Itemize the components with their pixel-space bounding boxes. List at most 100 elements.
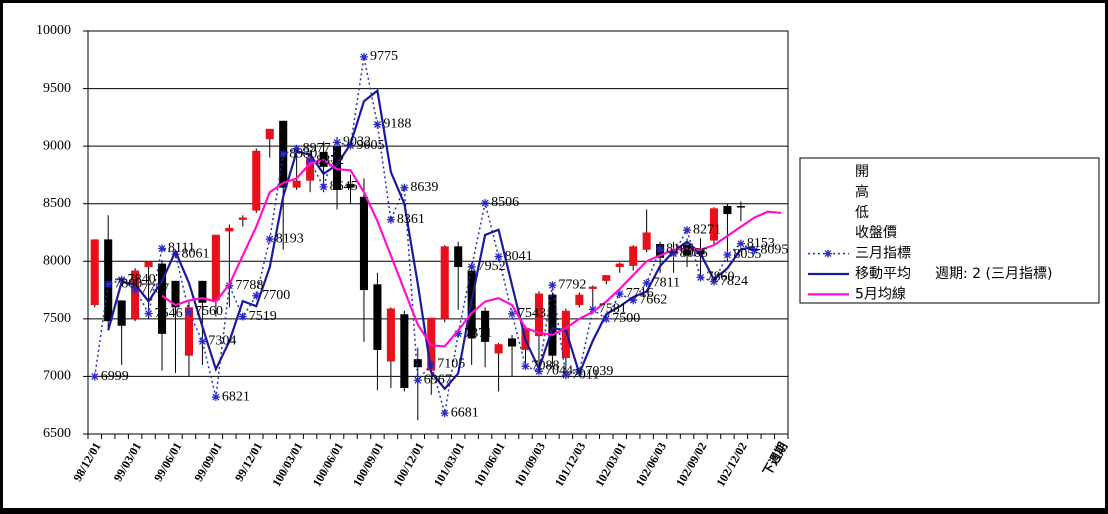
candle-body [144,261,153,268]
marker [548,281,557,290]
legend-label: 移動平均 [855,266,911,282]
x-tick-label: 101/12/03 [552,440,588,489]
marker [319,183,328,192]
x-tick-label: 99/09/01 [191,440,224,484]
legend-label: 高 [855,183,869,200]
data-label: 7700 [262,288,290,303]
legend-label: 5月均線 [855,286,906,302]
candle-body [454,246,463,268]
marks [90,52,782,421]
data-label: 8153 [747,236,775,251]
marker [736,239,745,248]
y-tick-label: 6500 [43,426,71,441]
marker [508,309,517,318]
marker [373,120,382,129]
marker [333,138,342,147]
marker [279,150,288,159]
candle-body [575,294,584,306]
data-label: 8055 [733,247,761,262]
data-label: 9032 [343,135,371,150]
data-label: 7800 [114,277,142,292]
data-label: 8095 [760,243,788,258]
marker [252,291,261,300]
data-label: 7039 [585,364,613,379]
data-label: 7500 [612,311,640,326]
marker [642,279,651,288]
grid [83,30,789,439]
marker [265,235,274,244]
data-label: 9005 [357,138,385,153]
marker [198,337,207,346]
data-label: 7105 [437,357,465,372]
candle-body [386,308,395,362]
candle-body [736,206,745,208]
marker [306,156,315,165]
y-tick-label: 10000 [36,23,71,38]
candle-body [359,196,368,291]
marker [467,262,476,271]
page: {"chart_data":{"type":"candlestick", "ca… [0,3,1108,514]
line [161,158,782,348]
y-tick-label: 7000 [43,369,71,384]
legend-label: 收盤價 [855,224,897,241]
data-label: 7860 [707,270,735,285]
marker [158,244,167,253]
candle-body [723,206,732,215]
legend-box [799,157,1100,304]
candle-body [211,234,220,301]
candle-body [413,359,422,368]
candle-body [602,275,611,281]
data-label: 8271 [693,222,721,237]
marker [750,246,759,255]
marker [90,372,99,381]
candle-body [238,217,247,220]
candle-body [131,270,140,319]
data-label: 7546 [155,306,183,321]
line [93,56,755,414]
marker [602,314,611,323]
data-label: 7543 [518,306,546,321]
marker [238,312,247,321]
data-label: 7088 [532,359,560,374]
marker [184,307,193,316]
x-tick-label: 100/09/01 [350,440,386,489]
data-label: 8977 [303,141,331,156]
data-label: 7840 [128,272,156,287]
candle-body [548,294,557,356]
marker [683,226,692,235]
marker [454,329,463,338]
data-label: 9188 [383,117,411,132]
x-tick-label: 102/06/03 [633,440,669,489]
marker [400,183,409,192]
data-label: 7519 [249,309,277,324]
candle-body [481,310,490,342]
x-tick-label: 99/03/01 [111,440,144,484]
legend-label: 開 [855,164,869,180]
data-label: 8872 [316,153,344,168]
data-label: 6681 [451,405,479,420]
candle-body [346,184,355,188]
candle-body [534,293,543,337]
candle-body [373,284,382,350]
data-label: 7788 [235,278,263,293]
marker [494,252,503,261]
data-label: 7757 [141,281,169,296]
plot-area [87,30,789,435]
marker [481,199,490,208]
x-tick-label: 100/06/01 [310,440,346,489]
marker [561,371,570,380]
candle-body [90,239,99,306]
candle-body [117,300,126,326]
data-label: 7304 [208,334,236,349]
marker [211,393,220,402]
candle-body [696,248,705,255]
data-label: 9775 [370,49,398,64]
candle-body [440,246,449,319]
x-tick-label: 98/12/01 [70,440,103,484]
marker [824,249,832,258]
data-label: 8645 [330,179,358,194]
x-tick-label: 下週期 [759,439,790,478]
data-label: 8193 [276,231,304,246]
marker [386,215,395,224]
x-tick-label: 101/03/01 [431,440,467,489]
